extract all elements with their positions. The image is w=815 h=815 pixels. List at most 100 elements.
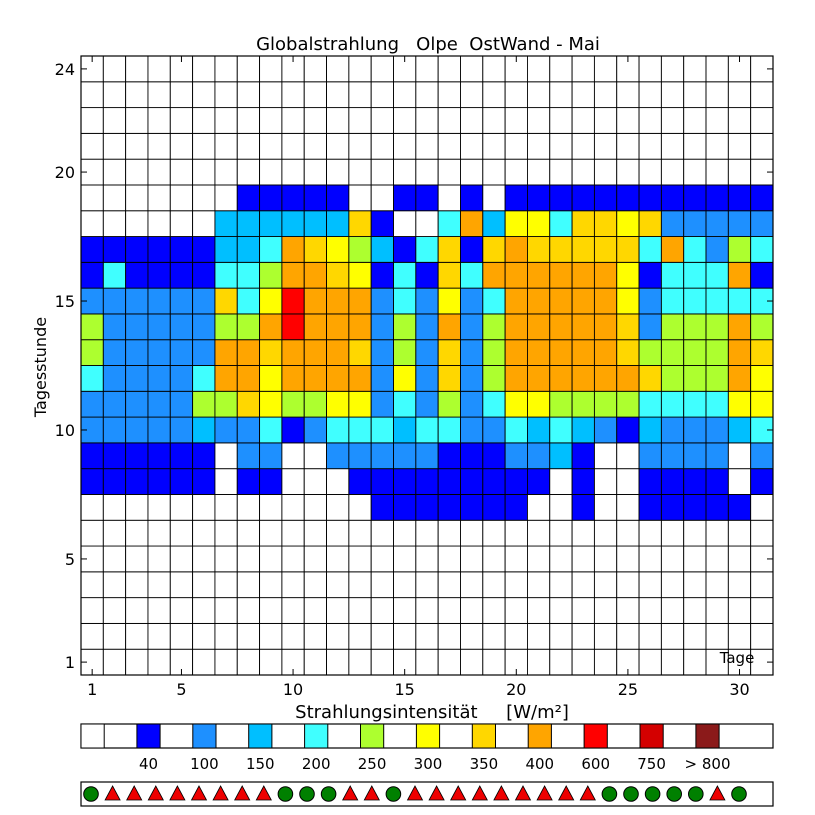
day-marker-triangle — [147, 785, 164, 801]
heatmap-cell — [549, 287, 573, 315]
heatmap-cell — [303, 55, 328, 83]
heatmap-cell — [169, 236, 194, 263]
colorbar-swatch — [304, 723, 329, 749]
heatmap-cell — [326, 519, 350, 547]
heatmap-cell — [683, 416, 707, 444]
heatmap-cell — [259, 597, 283, 624]
heatmap-cell — [504, 622, 528, 650]
heatmap-cell — [281, 261, 305, 289]
heatmap-cell — [348, 545, 372, 573]
heatmap-cell — [259, 184, 283, 212]
heatmap-cell — [683, 571, 707, 599]
heatmap-cell — [192, 81, 216, 109]
heatmap-cell — [169, 261, 194, 289]
heatmap-cell — [460, 210, 484, 237]
heatmap-cell — [683, 313, 707, 341]
heatmap-cell — [348, 390, 372, 418]
heatmap-cell — [192, 184, 216, 212]
heatmap-cell — [705, 287, 729, 315]
heatmap-cell — [236, 468, 261, 495]
day-marker-circle — [601, 786, 618, 802]
heatmap-cell — [482, 494, 506, 521]
heatmap-cell — [192, 597, 216, 624]
heatmap-cell — [683, 339, 707, 366]
heatmap-cell — [437, 442, 461, 470]
heatmap-cell — [147, 365, 171, 392]
heatmap-cell — [80, 442, 104, 470]
heatmap-cell — [638, 158, 662, 186]
heatmap-cell — [80, 313, 104, 341]
heatmap-cell — [192, 339, 216, 366]
heatmap-cell — [415, 519, 439, 547]
heatmap-cell — [192, 287, 216, 315]
heatmap-cell — [504, 494, 528, 521]
heatmap-cell — [370, 236, 394, 263]
heatmap-cell — [527, 365, 551, 392]
heatmap-cell — [683, 597, 707, 624]
heatmap-cell — [593, 416, 618, 444]
heatmap-cell — [482, 158, 506, 186]
day-marker-circle — [688, 786, 704, 802]
heatmap-cell — [348, 339, 372, 366]
heatmap-cell — [660, 210, 685, 237]
heatmap-cell — [326, 597, 350, 624]
heatmap-cell — [705, 494, 729, 521]
heatmap-cell — [527, 571, 551, 599]
heatmap-cell — [437, 210, 461, 237]
heatmap-cell — [616, 442, 640, 470]
heatmap-cell — [125, 468, 149, 495]
heatmap-cell — [393, 545, 417, 573]
heatmap-cell — [549, 494, 573, 521]
heatmap-cell — [303, 622, 328, 650]
heatmap-cell — [683, 261, 707, 289]
heatmap-cell — [169, 416, 194, 444]
heatmap-cell — [259, 313, 283, 341]
heatmap-cell — [147, 158, 171, 186]
heatmap-cell — [571, 648, 595, 676]
heatmap-cell — [750, 597, 774, 624]
heatmap-cell — [616, 287, 640, 315]
heatmap-cell — [705, 81, 729, 109]
heatmap-cell — [259, 390, 283, 418]
colorbar-swatch — [360, 723, 385, 749]
heatmap-cell — [504, 261, 528, 289]
heatmap-cell — [527, 339, 551, 366]
heatmap-cell — [660, 622, 685, 650]
heatmap-cell — [281, 184, 305, 212]
heatmap-cell — [705, 132, 729, 160]
heatmap-cell — [527, 107, 551, 134]
heatmap-cell — [460, 622, 484, 650]
heatmap-cell — [303, 132, 328, 160]
heatmap-cell — [125, 287, 149, 315]
y-tick-label: 10 — [55, 421, 75, 440]
heatmap-cell — [705, 365, 729, 392]
heatmap-cell — [482, 597, 506, 624]
heatmap-cell — [303, 287, 328, 315]
x-tick-label: 1 — [87, 680, 97, 699]
day-marker-strip — [80, 781, 774, 807]
heatmap-cell — [727, 545, 752, 573]
heatmap-cell — [638, 184, 662, 212]
heatmap-cell — [460, 519, 484, 547]
heatmap-cell — [415, 184, 439, 212]
heatmap-cell — [527, 648, 551, 676]
heatmap-cell — [259, 622, 283, 650]
heatmap-cell — [125, 184, 149, 212]
heatmap-cell — [504, 81, 528, 109]
heatmap-cell — [259, 210, 283, 237]
heatmap-cell — [593, 597, 618, 624]
heatmap-cell — [660, 571, 685, 599]
heatmap-cell — [437, 468, 461, 495]
heatmap-cell — [415, 416, 439, 444]
heatmap-cell — [683, 442, 707, 470]
heatmap-cell — [593, 339, 618, 366]
heatmap-cell — [102, 132, 127, 160]
heatmap-cell — [393, 107, 417, 134]
heatmap-cell — [192, 416, 216, 444]
heatmap-cell — [259, 468, 283, 495]
heatmap-cell — [415, 365, 439, 392]
heatmap-cell — [727, 313, 752, 341]
heatmap-cell — [370, 365, 394, 392]
heatmap-cell — [259, 287, 283, 315]
heatmap-cell — [147, 184, 171, 212]
